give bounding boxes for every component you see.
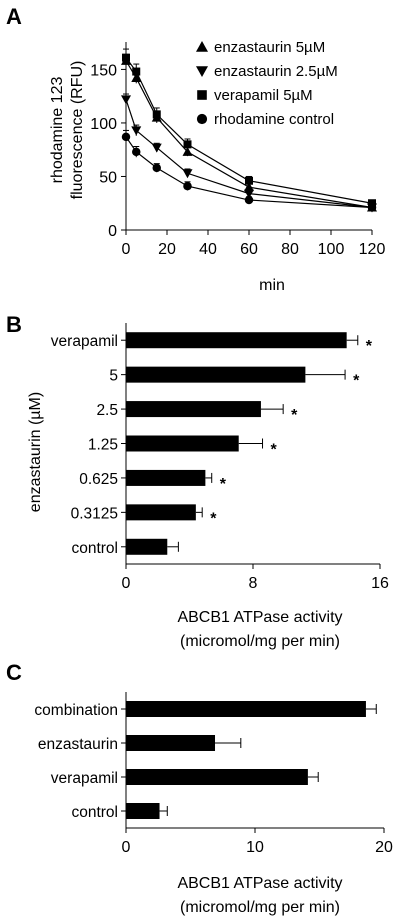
panel-b-ylabel: enzastaurin (µM) bbox=[27, 392, 44, 512]
panel-a-point bbox=[182, 146, 193, 156]
panel-a-ylabel-line2: fluorescence (RFU) bbox=[69, 61, 86, 200]
panel-a-line-chart: rhodamine 123 fluorescence (RFU) min 0 50… bbox=[49, 39, 385, 294]
panel-b-bar bbox=[126, 366, 306, 383]
panel-a-point bbox=[367, 203, 377, 212]
panel-a-x-tick-label: 40 bbox=[199, 241, 217, 258]
panel-a-point bbox=[151, 143, 162, 153]
panel-b-x-tick-label: 8 bbox=[249, 575, 258, 592]
panel-c-category-label: enzastaurin bbox=[38, 736, 118, 753]
panel-a-x-tick-label: 120 bbox=[359, 241, 386, 258]
panel-a-point bbox=[182, 169, 193, 179]
panel-b-category-label: 0.625 bbox=[79, 471, 118, 488]
panel-c-category-label: verapamil bbox=[51, 770, 118, 787]
panel-a-point bbox=[152, 110, 161, 119]
panel-c-x-tick-label: 0 bbox=[122, 839, 131, 856]
panel-c-category-label: combination bbox=[34, 702, 118, 719]
panel-b-x-tick-label: 0 bbox=[122, 575, 131, 592]
panel-b-significance-mark: * bbox=[353, 373, 360, 390]
panel-b-letter: B bbox=[6, 312, 22, 337]
panel-a-legend-marker bbox=[196, 41, 208, 52]
panel-a-x-tick-label: 100 bbox=[318, 241, 345, 258]
panel-c-bar bbox=[126, 701, 366, 717]
panel-c-category-label: control bbox=[71, 804, 118, 821]
panel-a-x-tick-label: 20 bbox=[158, 241, 176, 258]
panel-b-xlabel-line2: (micromol/mg per min) bbox=[180, 633, 340, 650]
panel-b-category-label: 5 bbox=[109, 368, 118, 385]
panel-c-letter: C bbox=[6, 660, 22, 685]
panel-a-point bbox=[244, 189, 254, 199]
panel-a-y-tick-label: 150 bbox=[90, 62, 117, 79]
panel-a-series-2 bbox=[122, 48, 376, 208]
panel-b-category-label: control bbox=[71, 540, 118, 557]
panel-a-point bbox=[244, 195, 254, 205]
panel-b-x-tick-label: 16 bbox=[371, 575, 389, 592]
panel-a-legend-marker bbox=[196, 113, 208, 125]
panel-b-bar bbox=[126, 332, 347, 349]
panel-b-significance-mark: * bbox=[366, 338, 373, 355]
panel-a-y-tick-label: 50 bbox=[99, 169, 117, 186]
panel-a-series-3 bbox=[121, 129, 377, 212]
panel-a-legend-label: enzastaurin 2.5µM bbox=[214, 63, 338, 80]
panel-b-xlabel-line1: ABCB1 ATPase activity bbox=[177, 609, 342, 626]
panel-a-y-tick-label: 0 bbox=[108, 223, 117, 240]
panel-b-category-label: verapamil bbox=[51, 333, 118, 350]
panel-c-x-tick-label: 10 bbox=[246, 839, 264, 856]
panel-b-bar bbox=[126, 401, 261, 418]
panel-c-xlabel-line2: (micromol/mg per min) bbox=[180, 899, 340, 916]
panel-a-ylabel-line1: rhodamine 123 bbox=[49, 77, 66, 184]
panel-a-legend-marker bbox=[197, 90, 207, 100]
panel-a-point bbox=[121, 132, 131, 142]
panel-b-significance-mark: * bbox=[291, 407, 298, 424]
panel-b-bar bbox=[126, 435, 239, 452]
panel-a-legend-label: rhodamine control bbox=[214, 111, 334, 128]
panel-a-point bbox=[132, 147, 141, 157]
panel-a-point bbox=[244, 182, 254, 192]
panel-a-y-tick-label: 100 bbox=[90, 116, 117, 133]
panel-a-legend-label: verapamil 5µM bbox=[214, 87, 313, 104]
panel-c-bar bbox=[126, 803, 160, 819]
panel-a-point bbox=[122, 53, 130, 62]
panel-b-category-label: 2.5 bbox=[96, 402, 118, 419]
panel-a-point bbox=[131, 126, 142, 136]
panel-a-point bbox=[132, 67, 141, 76]
panel-b-significance-mark: * bbox=[271, 442, 278, 459]
panel-a-xlabel: min bbox=[259, 277, 285, 294]
panel-a-point bbox=[121, 95, 131, 105]
panel-b-bar bbox=[126, 469, 206, 486]
panel-b-bar bbox=[126, 538, 168, 555]
panel-a-point bbox=[152, 163, 161, 173]
panel-b-bar bbox=[126, 504, 196, 521]
panel-a-legend-label: enzastaurin 5µM bbox=[214, 39, 325, 56]
panel-a-point bbox=[245, 176, 253, 185]
panel-b-category-label: 1.25 bbox=[88, 437, 118, 454]
panel-a-x-tick-label: 0 bbox=[122, 241, 131, 258]
panel-b-category-label: 0.3125 bbox=[71, 505, 118, 522]
panel-c-xlabel-line1: ABCB1 ATPase activity bbox=[177, 875, 342, 892]
panel-b-bar-chart: enzastaurin (µM) ABCB1 ATPase activity (… bbox=[27, 323, 389, 650]
panel-a-point bbox=[183, 181, 192, 191]
panel-a-point bbox=[368, 199, 376, 208]
panel-b-significance-mark: * bbox=[210, 510, 217, 527]
panel-c-bar bbox=[126, 735, 216, 751]
panel-c-bar-chart: ABCB1 ATPase activity (micromol/mg per m… bbox=[34, 692, 393, 916]
panel-c-x-tick-label: 20 bbox=[375, 839, 393, 856]
panel-c-bar bbox=[126, 769, 308, 785]
panel-a-legend-marker bbox=[196, 66, 208, 77]
panel-a-x-tick-label: 60 bbox=[240, 241, 258, 258]
panel-a-x-tick-label: 80 bbox=[281, 241, 299, 258]
panel-a-letter: A bbox=[6, 4, 22, 29]
panel-a-point bbox=[183, 140, 192, 149]
panel-b-significance-mark: * bbox=[220, 476, 227, 493]
